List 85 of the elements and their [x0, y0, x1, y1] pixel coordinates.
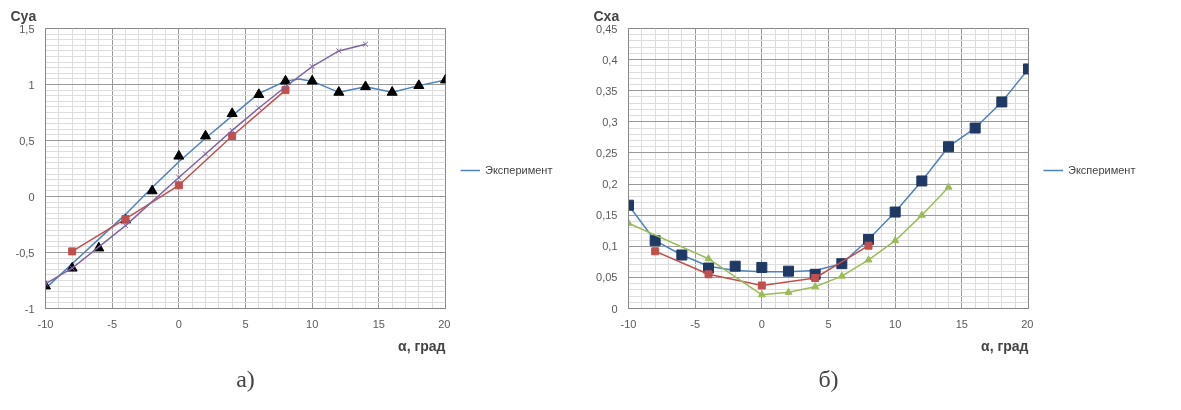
x-tick-label: -5 [690, 317, 701, 330]
point [704, 254, 713, 262]
x-tick-label: 15 [955, 317, 968, 330]
y-tick-label: 0,05 [596, 271, 618, 284]
y-tick-label: 0,3 [602, 115, 618, 128]
point [69, 265, 76, 272]
point [253, 88, 265, 98]
point [255, 105, 262, 111]
y-tick-label: -1 [24, 302, 35, 315]
point [864, 255, 873, 263]
y-tick-label: 0,25 [596, 146, 618, 159]
point [916, 175, 928, 187]
point [335, 47, 342, 54]
point [200, 129, 211, 140]
point [943, 141, 954, 153]
x-axis-title: α, град [981, 337, 1029, 354]
y-tick-label: 1 [28, 78, 35, 91]
point [757, 281, 766, 290]
text: а) [236, 365, 255, 392]
y-tick-label: 0,5 [19, 134, 35, 147]
point [783, 265, 794, 277]
x-tick-label: -5 [107, 317, 118, 330]
point [174, 181, 183, 190]
x-tick-label: 20 [438, 317, 451, 330]
point [757, 290, 766, 298]
y-tick-label: 0,45 [596, 22, 618, 35]
x-tick-label: 15 [372, 317, 385, 330]
point [729, 260, 741, 272]
x-tick-label: -10 [620, 317, 637, 330]
y-axis-title: Cxa [593, 7, 620, 24]
point [146, 184, 158, 195]
point [784, 287, 793, 295]
point [811, 274, 820, 283]
point [811, 282, 820, 290]
point [944, 182, 953, 190]
x-tick-label: 5 [242, 317, 249, 330]
x-tick-label: -10 [37, 317, 54, 330]
text: б) [818, 365, 839, 392]
x-tick-label: 0 [758, 317, 765, 330]
point [969, 122, 981, 134]
y-tick-label: 0,35 [596, 84, 618, 97]
y-tick-label: 0,2 [602, 178, 618, 191]
y-tick-label: -0,5 [15, 246, 35, 259]
point [756, 261, 768, 273]
point [202, 150, 209, 157]
y-tick-label: 0,1 [602, 240, 618, 253]
y-tick-label: 0,4 [602, 53, 618, 66]
point [649, 235, 661, 247]
x-tick-label: 10 [306, 317, 319, 330]
point [996, 96, 1008, 108]
y-tick-label: 0 [28, 190, 35, 203]
point [891, 236, 900, 244]
point [229, 127, 236, 134]
point [173, 149, 185, 160]
point [333, 86, 345, 96]
point [837, 271, 846, 279]
y-tick-label: 0 [611, 302, 618, 315]
point [362, 41, 369, 48]
point [280, 74, 291, 85]
point [676, 249, 688, 261]
x-tick-label: 10 [889, 317, 902, 330]
point [226, 107, 238, 118]
x-tick-label: 5 [825, 317, 832, 330]
point [651, 247, 660, 256]
x-tick-label: 20 [1021, 317, 1034, 330]
x-axis-title: α, град [398, 337, 446, 354]
point [864, 241, 873, 250]
y-tick-label: 0,15 [596, 209, 618, 222]
point [360, 80, 371, 91]
point [413, 79, 425, 90]
point [309, 63, 316, 70]
legend-label: Эксперимент [1068, 164, 1136, 176]
point [889, 206, 901, 218]
x-tick-label: 0 [175, 317, 182, 330]
point [68, 247, 77, 256]
point [386, 86, 398, 96]
point [228, 132, 237, 141]
point [282, 83, 289, 90]
legend-label: Эксперимент [485, 164, 553, 176]
point [917, 210, 926, 218]
point [704, 270, 713, 279]
point [306, 74, 318, 85]
y-axis-title: Cya [10, 7, 37, 24]
point [175, 174, 182, 181]
point [122, 222, 129, 229]
